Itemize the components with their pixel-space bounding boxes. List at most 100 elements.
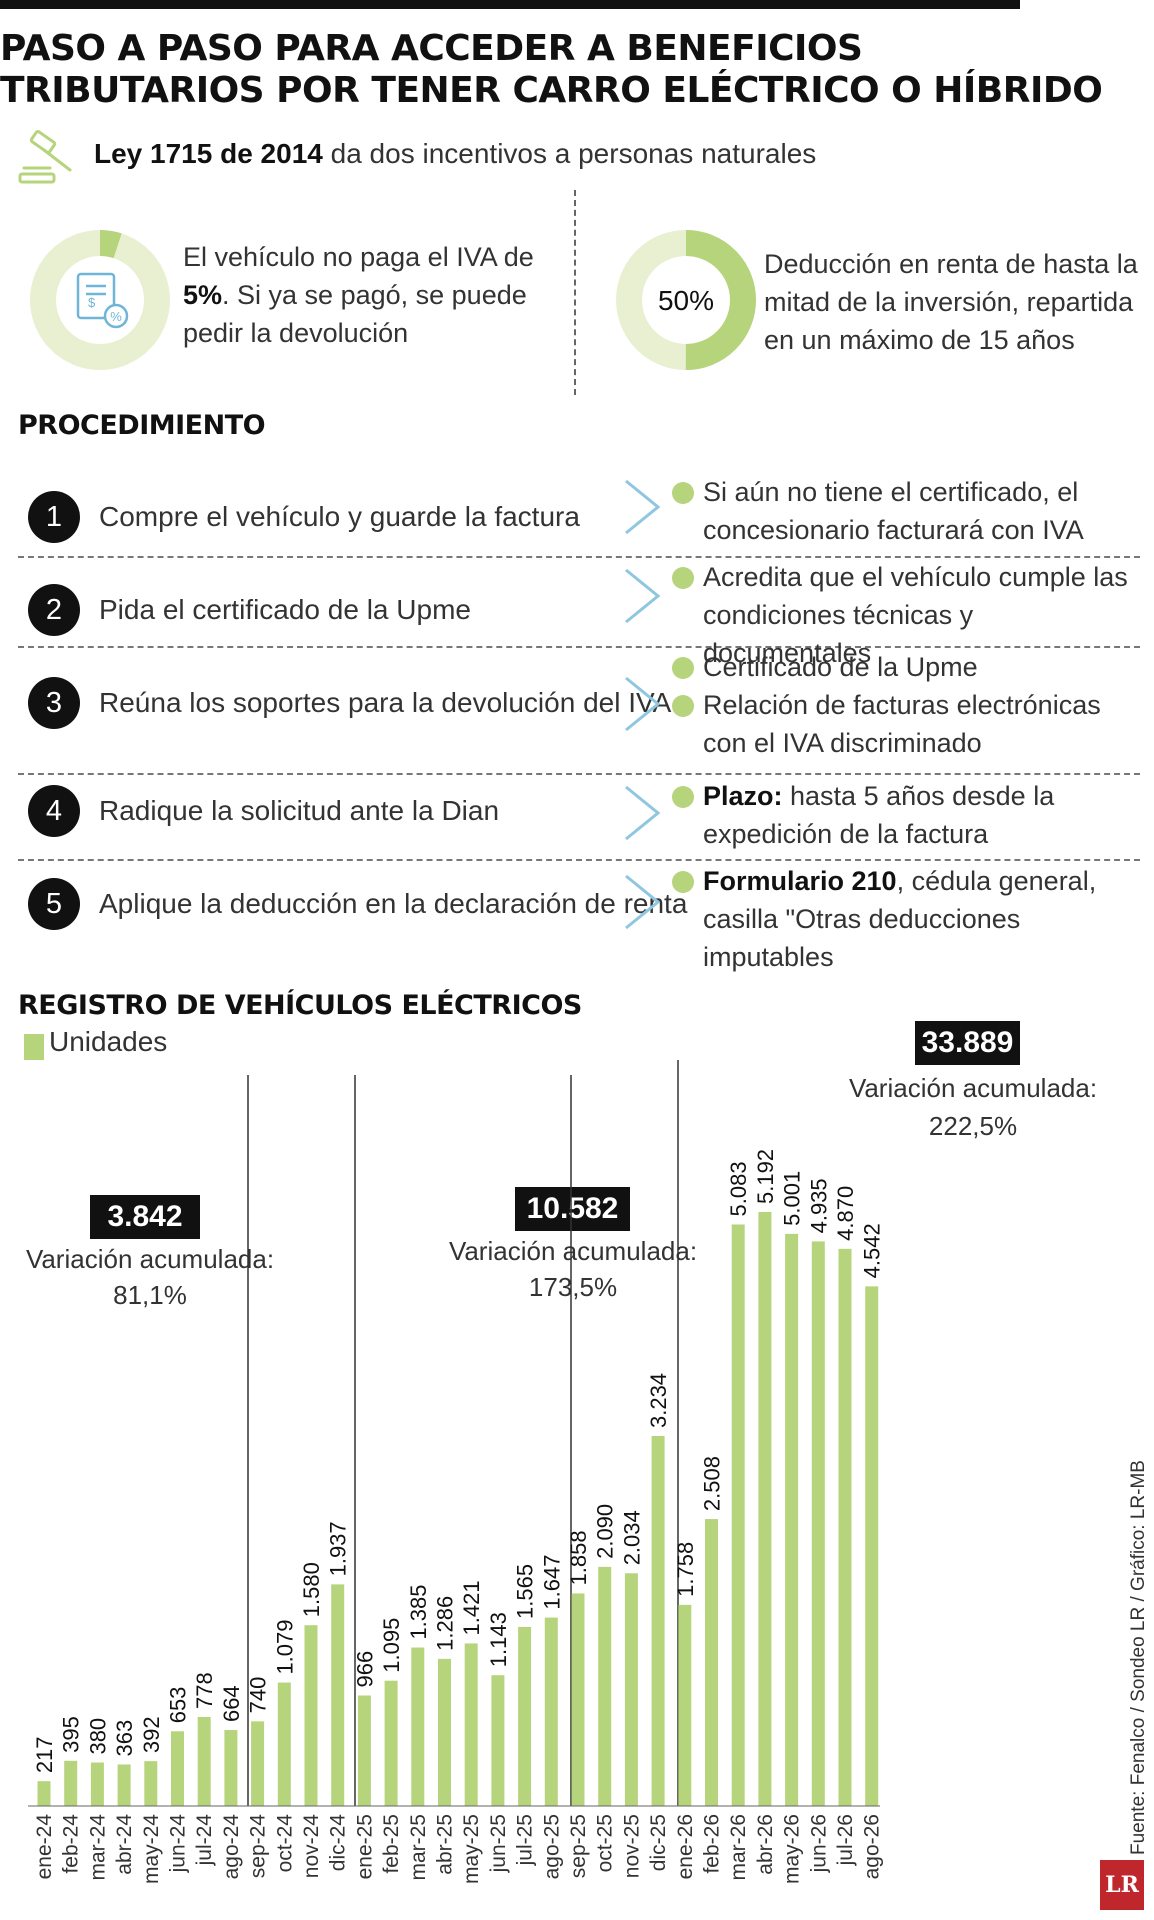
value-label: 1.286	[433, 1596, 458, 1651]
note-step-4-bold: Plazo:	[703, 781, 783, 811]
intro-text: Ley 1715 de 2014 da dos incentivos a per…	[94, 138, 816, 170]
value-label: 1.758	[673, 1542, 698, 1597]
bar-chart: 217 ene-24 395 feb-24 380 mar-24 363 abr-24 392 m…	[28, 1060, 885, 1884]
row-divider	[18, 773, 1140, 775]
x-tick-label: ago-26	[861, 1814, 884, 1879]
total-2026-variation: 222,5%	[928, 1111, 1018, 1141]
x-tick-label: abr-26	[754, 1814, 777, 1875]
value-label: 1.385	[406, 1584, 431, 1639]
bar-jul-26	[838, 1248, 852, 1806]
bar-abr-26	[758, 1212, 772, 1806]
bar-may-25	[464, 1643, 478, 1806]
chevron-right-icon	[625, 676, 661, 732]
step-2: 2 Pida el certificado de la Upme	[28, 580, 471, 640]
gavel-icon	[18, 130, 72, 184]
renta-donut: 50%	[616, 230, 756, 370]
bar-ago-25	[544, 1617, 558, 1806]
x-tick-label: sep-24	[247, 1814, 270, 1879]
value-label: 1.095	[379, 1618, 404, 1673]
step-label: Aplique la deducción en la declaración d…	[99, 888, 688, 919]
legend-swatch	[24, 1034, 44, 1060]
step-5: 5 Aplique la deducción en la declaración…	[28, 874, 687, 934]
value-label: 966	[352, 1651, 377, 1688]
bar-oct-24	[277, 1682, 291, 1806]
value-label: 1.565	[513, 1564, 538, 1619]
x-tick-label: mar-25	[407, 1814, 430, 1881]
x-tick-label: jul-24	[193, 1814, 216, 1867]
total-2026-box: 33.889	[915, 1021, 1020, 1065]
bar-dic-25	[651, 1436, 665, 1806]
bar-ene-25	[357, 1695, 371, 1806]
total-2026-label: Variación acumulada:	[848, 1073, 1098, 1103]
bar-dic-24	[331, 1584, 345, 1806]
iva-donut: % $	[30, 230, 170, 370]
legend-label: Unidades	[49, 1026, 168, 1057]
value-label: 2.508	[700, 1456, 725, 1511]
renta-donut-label: 50%	[658, 285, 714, 316]
source-note: Fuente: Fenalco / Sondeo LR / Gráfico: L…	[1128, 1460, 1149, 1855]
value-label: 5.192	[753, 1149, 778, 1204]
value-label: 1.421	[459, 1580, 484, 1635]
svg-text:$: $	[88, 295, 96, 310]
total-2025-variation: 173,5%	[528, 1272, 618, 1302]
step-number: 3	[28, 677, 80, 729]
bar-oct-25	[598, 1566, 612, 1806]
x-tick-label: dic-24	[327, 1814, 350, 1872]
x-tick-label: abr-25	[434, 1814, 457, 1875]
note-bullet	[672, 695, 694, 717]
x-tick-label: oct-24	[273, 1814, 296, 1873]
step-4: 4 Radique la solicitud ante la Dian	[28, 781, 499, 841]
chevron-right-icon	[625, 785, 661, 841]
value-label: 380	[85, 1718, 110, 1755]
bar-ene-26	[678, 1604, 692, 1806]
bar-ago-24	[224, 1730, 238, 1806]
chevron-right-icon	[625, 479, 661, 535]
value-label: 217	[32, 1736, 57, 1773]
bar-nov-25	[624, 1573, 638, 1806]
bar-may-24	[144, 1761, 158, 1806]
step-1: 1 Compre el vehículo y guarde la factura	[28, 487, 580, 547]
note-bullet	[672, 567, 694, 589]
bar-may-26	[785, 1233, 799, 1806]
svg-text:%: %	[110, 309, 122, 324]
x-tick-label: ago-24	[220, 1814, 243, 1880]
bar-mar-26	[731, 1224, 745, 1806]
step-3: 3 Reúna los soportes para la devolución …	[28, 673, 671, 733]
row-divider	[18, 646, 1140, 648]
value-label: 392	[139, 1716, 164, 1753]
x-tick-label: may-25	[460, 1814, 483, 1884]
title-line-1: PASO A PASO PARA ACCEDER A BENEFICIOS	[0, 28, 863, 69]
value-label: 4.870	[833, 1186, 858, 1241]
bar-jun-26	[811, 1241, 825, 1806]
x-tick-label: jun-26	[807, 1814, 830, 1873]
law-name: Ley 1715 de 2014	[94, 138, 323, 169]
x-tick-label: jun-25	[487, 1814, 510, 1873]
value-label: 1.647	[539, 1555, 564, 1610]
bar-abr-24	[117, 1764, 131, 1806]
x-tick-label: ene-25	[353, 1814, 376, 1879]
value-label: 1.937	[326, 1521, 351, 1576]
value-label: 5.083	[726, 1161, 751, 1216]
x-tick-label: sep-25	[567, 1814, 590, 1878]
lr-logo: LR	[1100, 1860, 1144, 1910]
note-step-1: Si aún no tiene el certificado, el conce…	[703, 477, 1084, 545]
total-2024-box: 3.842	[90, 1195, 200, 1239]
value-label: 4.542	[860, 1223, 885, 1278]
x-tick-label: may-24	[140, 1814, 163, 1884]
x-tick-label: ago-25	[540, 1814, 563, 1879]
incentive-iva-text-a: El vehículo no paga el IVA de	[183, 242, 534, 272]
total-2025-box: 10.582	[515, 1187, 630, 1231]
value-label: 2.090	[593, 1504, 618, 1559]
value-label: 1.143	[486, 1612, 511, 1667]
step-number: 1	[28, 491, 80, 543]
bar-abr-25	[438, 1658, 451, 1806]
note-step-3a: Certificado de la Upme	[703, 652, 978, 682]
bar-sep-24	[251, 1721, 265, 1806]
total-2025-label: Variación acumulada:	[448, 1236, 698, 1266]
x-tick-label: oct-25	[594, 1814, 617, 1872]
bar-jul-24	[197, 1716, 211, 1806]
title-line-2: TRIBUTARIOS POR TENER CARRO ELÉCTRICO O …	[0, 70, 1103, 111]
x-tick-label: ene-26	[674, 1814, 697, 1879]
note-step-3b: Relación de facturas electrónicas con el…	[703, 690, 1101, 758]
note-step-2: Acredita que el vehículo cumple las cond…	[703, 562, 1128, 668]
